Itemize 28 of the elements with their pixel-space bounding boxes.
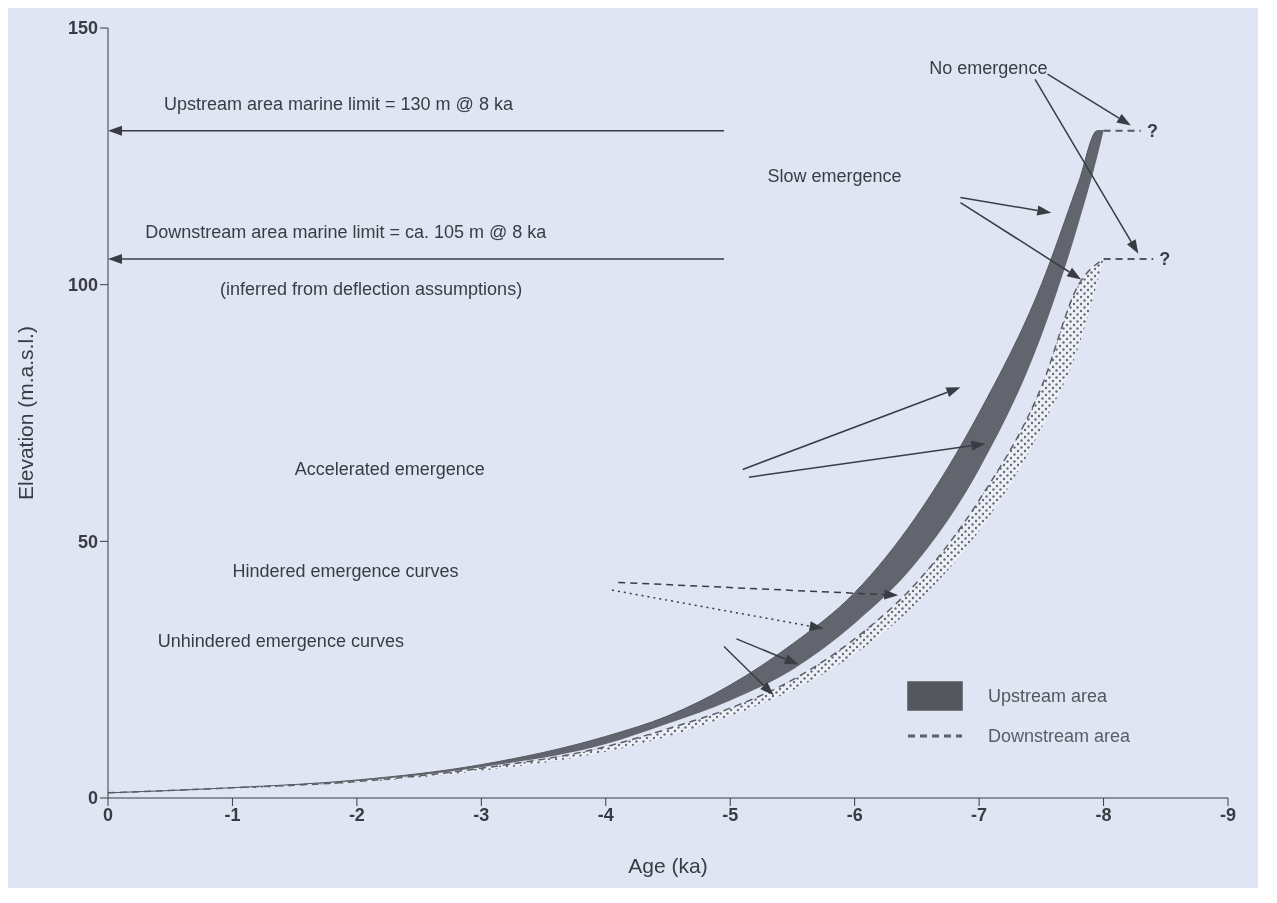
annotation: Unhindered emergence curves [157, 630, 404, 651]
y-tick-label: 150 [67, 18, 98, 39]
x-tick-label: -5 [722, 804, 739, 825]
x-tick-label: -3 [473, 804, 490, 825]
legend-label: Upstream area [988, 686, 1109, 706]
annotation: Upstream area marine limit = 130 m @ 8 ka [164, 94, 514, 115]
x-tick-label: -2 [348, 804, 365, 825]
x-tick-label: -9 [1219, 804, 1237, 825]
x-tick-label: -6 [846, 804, 863, 825]
x-axis-title: Age (ka) [628, 854, 708, 877]
legend-label: Downstream area [988, 726, 1132, 746]
annotation: (inferred from deflection assumptions) [220, 278, 523, 299]
x-tick-label: -1 [224, 804, 241, 825]
annotation: No emergence [929, 58, 1048, 79]
annotation: ? [1159, 249, 1171, 269]
annotation: Downstream area marine limit = ca. 105 m @ 8 ka [145, 222, 548, 243]
x-tick-label: -4 [597, 804, 614, 825]
y-tick-label: 50 [77, 531, 98, 552]
annotation: Accelerated emergence [294, 458, 485, 479]
x-tick-label: 0 [102, 804, 114, 825]
x-tick-label: -8 [1095, 804, 1112, 825]
y-tick-label: 0 [87, 788, 98, 809]
x-tick-label: -7 [971, 804, 988, 825]
annotation: Slow emergence [767, 166, 902, 186]
y-axis-title: Elevation (m.a.s.l.) [14, 326, 38, 500]
y-tick-label: 100 [67, 275, 98, 296]
annotation: Hindered emergence curves [232, 561, 459, 582]
annotation: ? [1146, 120, 1158, 141]
